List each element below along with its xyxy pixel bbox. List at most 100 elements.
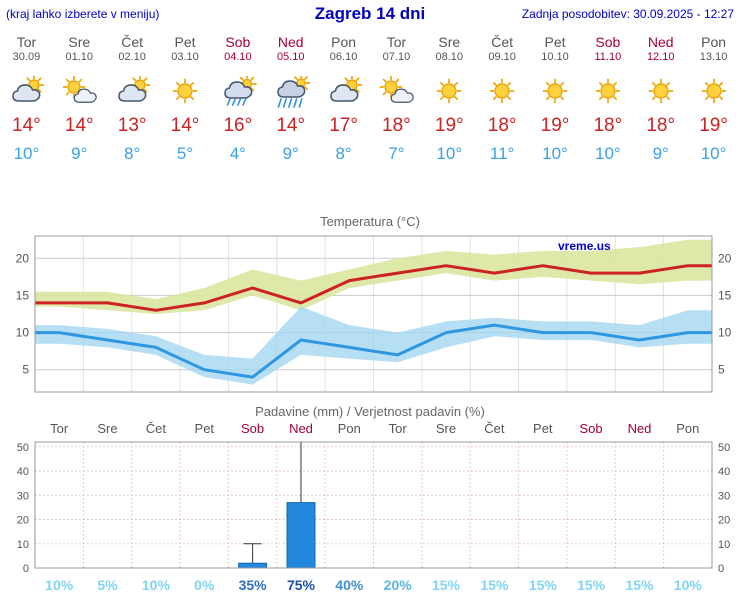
y-axis-tick-label: 40 [17,466,29,478]
day-name: Sob [595,34,621,50]
y-axis-tick-label: 10 [16,326,30,340]
precipitation-chart-title: Padavine (mm) / Verjetnost padavin (%) [255,404,485,419]
precip-probability: 20% [384,577,413,593]
day-date: 03.10 [171,51,199,63]
y-axis-tick-label: 40 [718,466,730,478]
location-menu-note: (kraj lahko izberete v meniju) [6,7,160,21]
precip-probability: 5% [97,577,118,593]
weather-icon-sun [159,76,212,108]
y-axis-tick-label: 20 [718,251,732,265]
max-temperature: 16° [223,115,253,136]
forecast-day-01.10: Sre 01.10 14° 9° [53,32,106,164]
day-name: Tor [16,34,37,50]
weather-icon-rain-heavy [264,73,317,108]
max-temperature-line [35,264,712,312]
forecast-day-12.10: Ned 12.10 18° 9° [634,32,687,164]
forecast-day-07.10: Tor 07.10 18° 7° [370,32,423,164]
day-name: Čet [121,34,144,50]
max-temperature: 19° [540,115,570,136]
temp-plot-border [34,235,713,393]
forecast-day-11.10: Sob 11.10 18° 10° [581,32,634,164]
day-name: Pet [544,34,566,50]
weather-icon-sun-cloud [370,75,423,108]
precip-day-label: Sob [580,421,603,436]
min-temperature: 8° [335,144,352,163]
precip-bar [238,562,268,569]
day-date: 13.10 [699,51,728,63]
min-temperature: 9° [652,144,669,163]
y-axis-tick-label: 15 [718,288,732,302]
forecast-day-09.10: Čet 09.10 18° 11° [476,32,529,164]
min-temperature: 5° [176,144,194,163]
precip-probability: 35% [239,577,268,593]
precip-day-label: Čet [484,421,505,436]
precip-bar [286,502,316,569]
precip-plot-border [34,441,713,569]
max-temperature: 18° [487,115,517,136]
last-updated-text: Zadnja posodobitev: 30.09.2025 - 12:27 [521,7,734,21]
temperature-chart: 5 5 10 10 15 15 20 20 vreme.us [16,235,732,393]
y-axis-tick-label: 50 [17,442,29,454]
precip-probability: 10% [674,577,703,593]
y-axis-tick-label: 30 [17,490,29,502]
page-header: (kraj lahko izberete v meniju) Zagreb 14… [0,4,740,28]
min-temperature: 10° [13,144,40,163]
weather-icon-sun [529,76,582,108]
day-date: 11.10 [594,51,622,63]
min-temperature: 8° [124,144,141,163]
min-temperature: 9° [282,144,299,163]
y-axis-tick-label: 10 [17,539,29,551]
precip-probability: 15% [432,577,461,593]
precip-day-label: Ned [289,421,313,436]
max-temperature: 18° [382,115,411,136]
forecast-grid: Tor 30.09 14° 10° Sre 01.10 14° 9° Čet 02.10 13° 8°… [0,32,740,164]
min-temperature-range-band [35,306,712,385]
precip-day-label: Pon [338,421,361,436]
weather-icon-cloud-sun [106,74,159,108]
max-temperature: 19° [699,115,728,136]
weather-icon-sun [476,76,529,108]
precip-probability: 15% [625,577,654,593]
day-date: 07.10 [382,51,411,63]
min-temperature-line [35,323,712,379]
day-date: 06.10 [329,51,358,63]
day-date: 01.10 [65,51,94,63]
max-temperature: 14° [12,115,41,136]
day-date: 09.10 [488,51,516,63]
vreme-us-watermark-link[interactable]: vreme.us [558,239,611,253]
precip-day-label: Sre [436,421,456,436]
min-temperature: 9° [71,144,88,163]
precipitation-chart: Tor Sre Čet Pet Sob Ned Pon Tor Sre Čet Pet Sob Ned P… [17,421,731,593]
day-name: Pon [701,34,727,50]
precip-probability: 15% [577,577,606,593]
temperature-chart-title: Temperatura (°C) [320,214,420,229]
weather-icon-cloud-sun [317,74,370,108]
max-temperature: 17° [329,115,358,136]
y-axis-tick-label: 5 [718,363,725,377]
forecast-day-06.10: Pon 06.10 17° 8° [317,32,370,164]
precip-day-label: Sre [97,421,117,436]
max-temperature: 14° [276,115,306,136]
max-temperature: 14° [170,115,200,136]
weather-icon-sun-cloud [53,75,106,108]
precip-probability: 40% [335,577,364,593]
precip-probability: 75% [287,577,316,593]
y-axis-tick-label: 5 [22,363,29,377]
day-name: Sre [68,34,91,50]
day-name: Čet [491,34,514,50]
min-temperature: 4° [229,144,246,163]
forecast-day-02.10: Čet 02.10 13° 8° [106,32,159,164]
y-axis-tick-label: 15 [16,288,30,302]
precip-probability: 15% [480,577,509,593]
forecast-day-08.10: Sre 08.10 19° 10° [423,32,476,164]
precip-day-label: Tor [389,421,408,436]
y-axis-tick-label: 0 [23,563,29,575]
max-temperature: 18° [593,115,623,136]
forecast-day-04.10: Sob 04.10 16° 4° [211,32,264,164]
y-axis-tick-label: 10 [718,539,730,551]
weather-icon-sun [581,76,634,108]
forecast-day-10.10: Pet 10.10 19° 10° [529,32,582,164]
max-temperature: 19° [434,115,464,136]
weather-icon-cloud-sun [0,74,53,108]
